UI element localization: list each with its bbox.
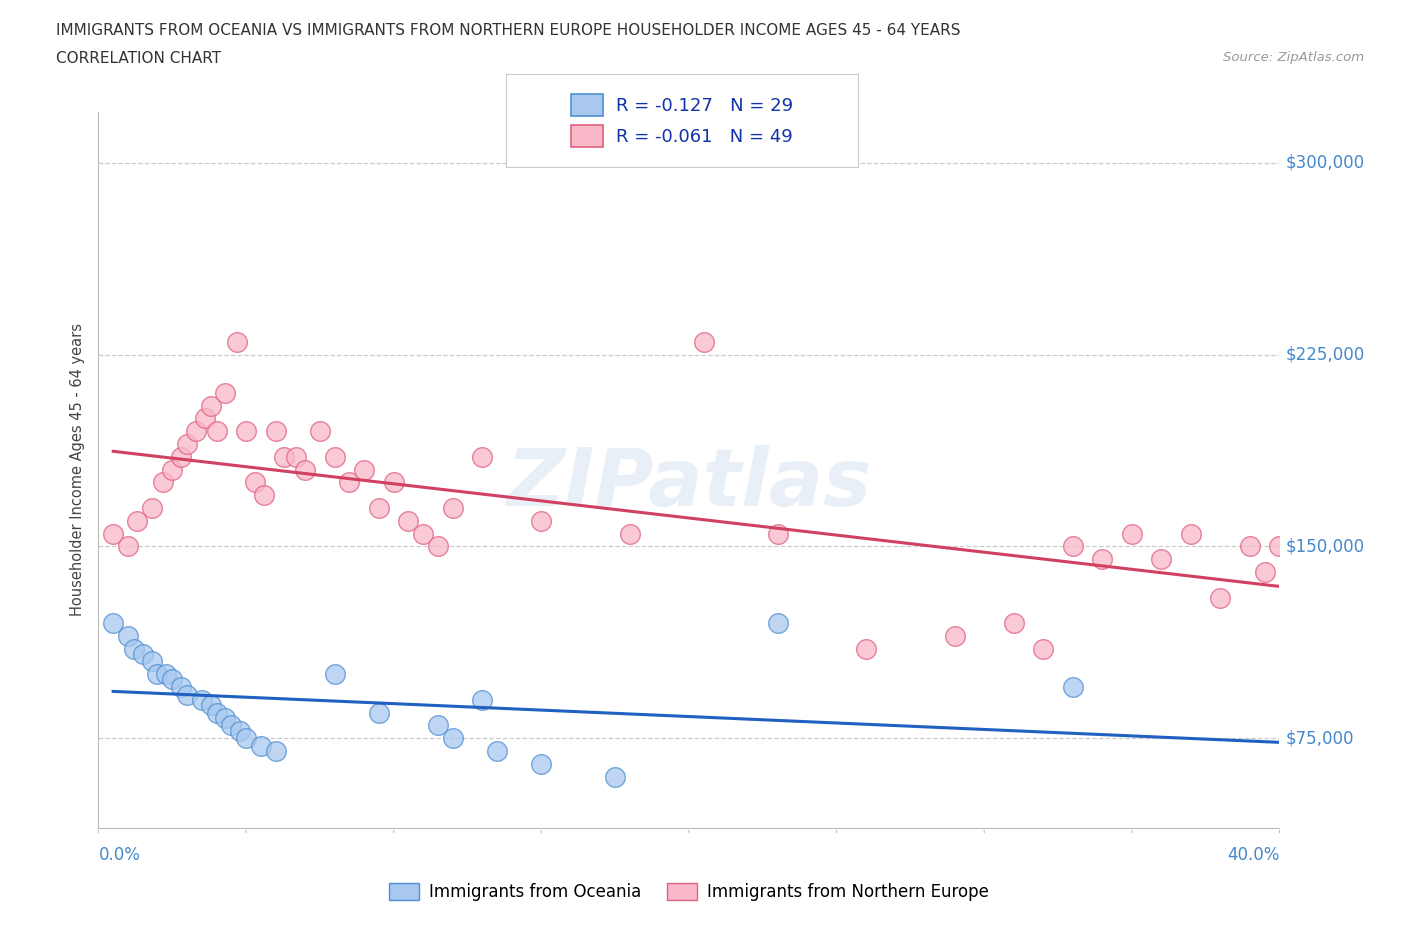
Point bbox=[103, 616, 125, 631]
Point bbox=[412, 526, 434, 541]
Point bbox=[943, 629, 966, 644]
Point bbox=[353, 462, 375, 477]
Point bbox=[323, 667, 346, 682]
Point bbox=[176, 437, 198, 452]
Point bbox=[1180, 526, 1202, 541]
Point bbox=[1209, 591, 1232, 605]
Point bbox=[427, 539, 450, 554]
Text: CORRELATION CHART: CORRELATION CHART bbox=[56, 51, 221, 66]
Point bbox=[141, 654, 163, 669]
Point bbox=[152, 475, 174, 490]
Point bbox=[162, 671, 183, 686]
Point bbox=[184, 424, 207, 439]
Point bbox=[368, 705, 391, 720]
Point bbox=[441, 731, 464, 746]
Text: $75,000: $75,000 bbox=[1285, 729, 1354, 747]
Legend: Immigrants from Oceania, Immigrants from Northern Europe: Immigrants from Oceania, Immigrants from… bbox=[382, 876, 995, 908]
Point bbox=[693, 335, 716, 350]
Point bbox=[229, 724, 252, 738]
Point bbox=[1268, 539, 1291, 554]
Y-axis label: Householder Income Ages 45 - 64 years: Householder Income Ages 45 - 64 years bbox=[70, 323, 86, 617]
Point bbox=[530, 513, 553, 528]
Text: Source: ZipAtlas.com: Source: ZipAtlas.com bbox=[1223, 51, 1364, 64]
Point bbox=[855, 642, 877, 657]
Point bbox=[235, 424, 257, 439]
Point bbox=[253, 488, 276, 503]
Point bbox=[191, 692, 214, 707]
Point bbox=[214, 711, 236, 725]
Point bbox=[243, 475, 266, 490]
Point bbox=[285, 449, 308, 464]
Point bbox=[170, 680, 193, 695]
Point bbox=[396, 513, 419, 528]
Point bbox=[382, 475, 405, 490]
Point bbox=[441, 500, 464, 515]
Point bbox=[1239, 539, 1261, 554]
Point bbox=[368, 500, 391, 515]
Point bbox=[103, 526, 125, 541]
Point bbox=[337, 475, 360, 490]
Point bbox=[200, 398, 222, 413]
Point bbox=[1032, 642, 1054, 657]
Text: $225,000: $225,000 bbox=[1285, 346, 1365, 364]
Point bbox=[1150, 551, 1173, 566]
Point bbox=[427, 718, 450, 733]
Point bbox=[141, 500, 163, 515]
Text: ZIPatlas: ZIPatlas bbox=[506, 445, 872, 523]
Point bbox=[155, 667, 177, 682]
Point bbox=[766, 616, 789, 631]
Text: 0.0%: 0.0% bbox=[98, 846, 141, 864]
Point bbox=[619, 526, 641, 541]
Point bbox=[1002, 616, 1025, 631]
Point bbox=[294, 462, 316, 477]
Point bbox=[273, 449, 295, 464]
Point bbox=[309, 424, 332, 439]
Point bbox=[170, 449, 193, 464]
Point bbox=[323, 449, 346, 464]
Point bbox=[250, 738, 273, 753]
Point bbox=[125, 513, 148, 528]
Point bbox=[146, 667, 169, 682]
Point bbox=[235, 731, 257, 746]
Text: $300,000: $300,000 bbox=[1285, 153, 1364, 172]
Text: 40.0%: 40.0% bbox=[1227, 846, 1279, 864]
Point bbox=[117, 629, 139, 644]
Point bbox=[530, 756, 553, 771]
Point bbox=[214, 386, 236, 401]
Point bbox=[176, 687, 198, 702]
Point bbox=[264, 424, 287, 439]
Point bbox=[471, 449, 494, 464]
Point bbox=[162, 462, 183, 477]
Point bbox=[122, 642, 145, 657]
Point bbox=[1062, 539, 1084, 554]
Point bbox=[1062, 680, 1084, 695]
Point bbox=[200, 698, 222, 712]
Point bbox=[205, 424, 228, 439]
Point bbox=[1091, 551, 1114, 566]
Point bbox=[1121, 526, 1143, 541]
Point bbox=[766, 526, 789, 541]
Legend: R = -0.127   N = 29, R = -0.061   N = 49: R = -0.127 N = 29, R = -0.061 N = 49 bbox=[562, 86, 801, 156]
Point bbox=[117, 539, 139, 554]
Point bbox=[132, 646, 155, 661]
Point bbox=[486, 744, 509, 759]
Point bbox=[194, 411, 217, 426]
Point bbox=[205, 705, 228, 720]
Point bbox=[1254, 565, 1277, 579]
Point bbox=[219, 718, 242, 733]
Point bbox=[226, 335, 249, 350]
Point bbox=[264, 744, 287, 759]
Point bbox=[605, 769, 627, 784]
Point bbox=[471, 692, 494, 707]
Text: IMMIGRANTS FROM OCEANIA VS IMMIGRANTS FROM NORTHERN EUROPE HOUSEHOLDER INCOME AG: IMMIGRANTS FROM OCEANIA VS IMMIGRANTS FR… bbox=[56, 23, 960, 38]
Text: $150,000: $150,000 bbox=[1285, 538, 1364, 555]
